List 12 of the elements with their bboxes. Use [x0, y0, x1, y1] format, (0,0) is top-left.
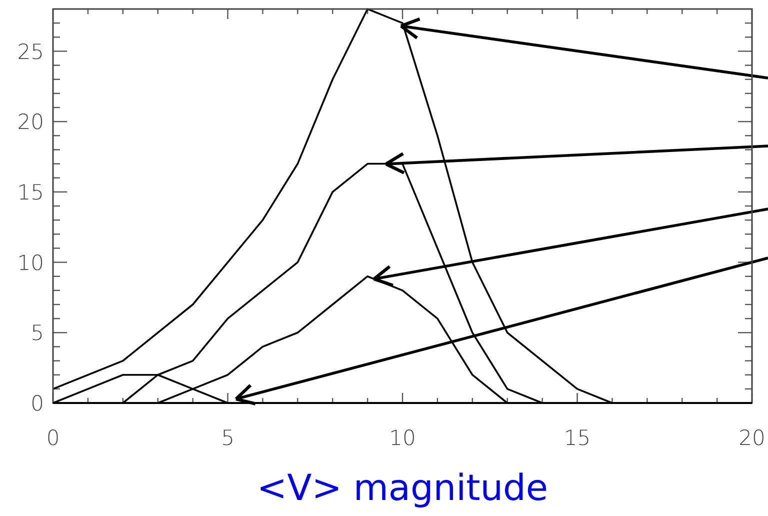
- y-tick-label: 10: [17, 250, 44, 275]
- x-axis-title: <V> magnitude: [256, 468, 548, 509]
- y-tick-label: 15: [17, 180, 44, 204]
- x-tick-label: 10: [389, 426, 416, 450]
- y-tick-label: 0: [30, 392, 44, 416]
- x-tick-label: 15: [564, 426, 591, 450]
- y-tick-label: 25: [17, 40, 44, 64]
- x-tick-label: 0: [46, 426, 60, 450]
- x-tick-label: 5: [221, 426, 234, 450]
- y-tick-label: 5: [30, 321, 44, 346]
- y-tick-label: 20: [17, 110, 44, 134]
- x-tick-label: 20: [738, 426, 766, 450]
